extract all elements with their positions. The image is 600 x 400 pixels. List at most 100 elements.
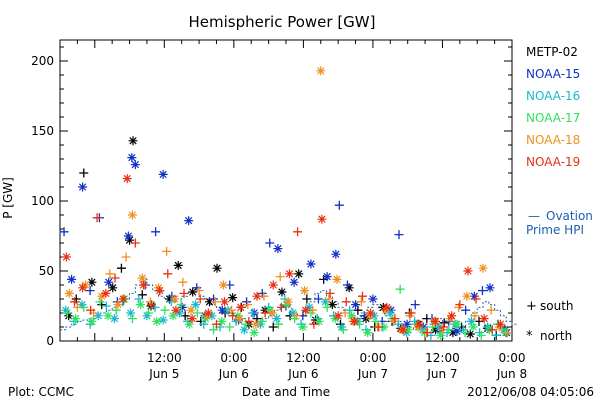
north-marker xyxy=(101,288,111,298)
x-tick-time: 12:00 xyxy=(147,351,182,365)
north-marker xyxy=(379,322,389,332)
south-marker xyxy=(211,319,221,329)
south-marker xyxy=(227,305,237,315)
south-marker xyxy=(422,328,432,338)
x-tick-time: 12:00 xyxy=(425,351,460,365)
north-marker xyxy=(173,260,183,270)
north-marker xyxy=(165,294,175,304)
north-marker xyxy=(337,322,347,332)
south-marker xyxy=(260,308,270,318)
south-marker xyxy=(487,325,497,335)
south-marker xyxy=(92,213,102,223)
north-marker xyxy=(485,283,495,293)
north-marker xyxy=(61,252,71,262)
south-marker xyxy=(163,269,173,279)
north-marker xyxy=(184,319,194,329)
south-marker xyxy=(179,288,189,298)
north-marker xyxy=(191,300,201,310)
north-marker xyxy=(277,287,287,297)
south-marker xyxy=(393,319,403,329)
north-marker xyxy=(158,169,168,179)
north-marker xyxy=(462,291,472,301)
south-marker xyxy=(371,316,381,326)
y-axis-label: P [GW] xyxy=(1,177,15,219)
north-marker xyxy=(78,182,88,192)
south-marker xyxy=(151,227,161,237)
south-marker xyxy=(265,238,275,248)
north-marker xyxy=(436,330,446,340)
north-marker xyxy=(368,294,378,304)
x-tick-date: Jun 5 xyxy=(148,367,179,381)
north-marker xyxy=(463,266,473,276)
north-marker xyxy=(127,153,137,163)
north-marker xyxy=(212,263,222,273)
north-marker xyxy=(127,210,137,220)
y-tick-label: 200 xyxy=(31,54,54,68)
south-marker xyxy=(394,230,404,240)
north-marker xyxy=(249,328,259,338)
north-marker xyxy=(288,308,298,318)
north-marker xyxy=(154,283,164,293)
south-marker xyxy=(225,322,235,332)
south-marker xyxy=(95,297,105,307)
south-marker xyxy=(244,316,254,326)
north-marker xyxy=(93,311,103,321)
south-marker xyxy=(243,300,253,310)
north-marker xyxy=(125,235,135,245)
south-marker xyxy=(144,308,154,318)
north-marker xyxy=(268,280,278,290)
north-marker xyxy=(349,316,359,326)
south-marker xyxy=(455,300,465,310)
north-marker xyxy=(87,277,97,287)
north-marker xyxy=(446,314,456,324)
north-marker xyxy=(434,322,444,332)
south-marker xyxy=(476,330,486,340)
north-marker xyxy=(233,311,243,321)
north-marker xyxy=(158,315,168,325)
south-marker xyxy=(105,269,115,279)
north-marker xyxy=(170,294,180,304)
north-marker xyxy=(108,283,118,293)
north-marker xyxy=(61,305,71,315)
south-marker xyxy=(313,294,323,304)
north-marker xyxy=(265,305,275,315)
north-marker xyxy=(142,311,152,321)
footer-center: Date and Time xyxy=(242,385,330,399)
x-tick-date: Jun 7 xyxy=(426,367,457,381)
north-marker xyxy=(251,319,261,329)
north-marker xyxy=(468,322,478,332)
south-marker xyxy=(134,294,144,304)
north-marker xyxy=(344,283,354,293)
north-marker xyxy=(398,325,408,335)
south-marker xyxy=(116,263,126,273)
north-marker xyxy=(218,280,228,290)
south-marker xyxy=(460,328,470,338)
north-marker xyxy=(152,316,162,326)
south-marker xyxy=(160,305,170,315)
legend-entry: NOAA-16 xyxy=(526,89,580,103)
north-marker xyxy=(402,319,412,329)
north-marker xyxy=(155,286,165,296)
y-tick-label: 150 xyxy=(31,124,54,138)
north-marker xyxy=(202,311,212,321)
north-marker xyxy=(478,263,488,273)
chart-title: Hemispheric Power [GW] xyxy=(189,13,376,31)
north-marker xyxy=(122,174,132,184)
north-marker xyxy=(252,291,262,301)
legend: METP-02 NOAA-15 NOAA-16 NOAA-17 NOAA-18 NOAA-… xyxy=(526,45,593,344)
south-marker xyxy=(147,300,157,310)
south-marker xyxy=(79,168,89,178)
south-marker xyxy=(406,308,416,318)
south-marker xyxy=(342,280,352,290)
south-marker xyxy=(491,330,501,340)
north-marker xyxy=(113,300,123,310)
y-tick-label: 100 xyxy=(31,194,54,208)
north-marker xyxy=(103,311,113,321)
south-marker xyxy=(210,297,220,307)
north-marker xyxy=(109,314,119,324)
legend-entry: NOAA-15 xyxy=(526,67,580,81)
south-marker xyxy=(69,297,79,307)
south-marker xyxy=(293,227,303,237)
north-marker xyxy=(87,316,97,326)
north-marker xyxy=(104,277,114,287)
